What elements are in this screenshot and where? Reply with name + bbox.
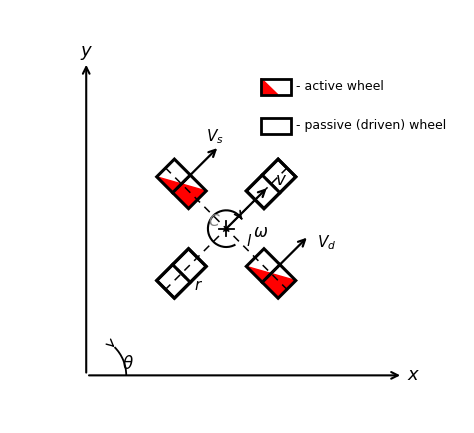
Text: $V_s$: $V_s$ xyxy=(206,127,224,146)
Text: v: v xyxy=(275,171,285,188)
Polygon shape xyxy=(157,177,206,209)
Polygon shape xyxy=(246,266,296,298)
Polygon shape xyxy=(157,249,206,298)
Text: x: x xyxy=(408,366,419,385)
Text: $\omega$: $\omega$ xyxy=(253,223,268,241)
Text: r: r xyxy=(195,278,201,293)
Text: $V_d$: $V_d$ xyxy=(317,233,337,252)
Text: - active wheel: - active wheel xyxy=(296,80,384,93)
Bar xyxy=(261,79,291,95)
Polygon shape xyxy=(261,79,278,95)
Text: $\theta$: $\theta$ xyxy=(122,355,134,373)
Polygon shape xyxy=(246,159,296,209)
Text: - passive (driven) wheel: - passive (driven) wheel xyxy=(296,120,447,132)
Text: y: y xyxy=(81,42,91,60)
Bar xyxy=(261,118,291,134)
Text: l: l xyxy=(246,234,251,249)
Text: C: C xyxy=(208,214,219,229)
